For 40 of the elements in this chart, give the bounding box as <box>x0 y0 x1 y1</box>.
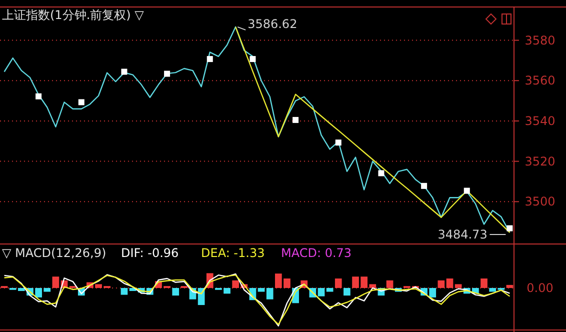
point <box>206 56 213 62</box>
annotation: 3586.62 <box>248 16 298 31</box>
y-tick-label: 3520 <box>524 154 556 168</box>
point <box>378 170 384 176</box>
bar <box>326 288 334 292</box>
point <box>78 99 84 106</box>
y-tick-label: 3560 <box>524 74 556 88</box>
point <box>506 225 513 232</box>
y-tick-label: 3540 <box>524 114 556 128</box>
bar <box>334 278 342 288</box>
point <box>335 140 342 146</box>
text: MACD: 0.73 <box>281 246 352 260</box>
bar <box>318 288 325 296</box>
point <box>292 116 299 123</box>
point <box>464 188 470 194</box>
series-label: DEA: -1.33 <box>201 246 265 260</box>
point <box>121 68 128 75</box>
y-tick-label: 3580 <box>524 33 556 48</box>
bar <box>438 280 445 288</box>
bar <box>480 278 488 288</box>
chart-title: 上证指数(1分钟.前复权) ▽ <box>2 8 145 22</box>
ref-line-label: 0.00 <box>526 280 554 295</box>
point <box>421 182 428 189</box>
bar <box>454 284 462 288</box>
bar <box>446 278 454 288</box>
bar <box>120 288 128 295</box>
bar <box>386 280 394 288</box>
bar <box>52 276 60 288</box>
bar <box>172 288 180 296</box>
bar <box>344 288 350 296</box>
y-tick-label: 3500 <box>524 194 556 209</box>
bar <box>258 288 265 292</box>
bar <box>506 284 514 288</box>
series-label: DIF: -0.96 <box>121 246 179 260</box>
chart-title: ▽ MACD(12,26,9) <box>2 246 106 260</box>
annotation: 3484.73 <box>438 227 488 242</box>
bar <box>266 288 274 300</box>
point <box>36 93 42 100</box>
point <box>250 56 256 62</box>
point <box>164 70 170 77</box>
